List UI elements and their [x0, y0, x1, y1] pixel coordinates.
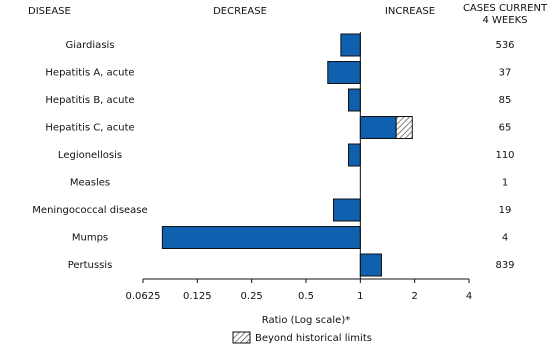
x-tick-label: 4	[466, 291, 472, 302]
bar-beyond-limit	[395, 116, 413, 139]
cases-value: 536	[495, 40, 514, 51]
cases-value: 839	[495, 260, 514, 271]
bar	[359, 116, 397, 139]
bar	[340, 33, 361, 57]
category-label: Legionellosis	[58, 150, 122, 161]
cases-header: CASES CURRENT	[463, 3, 548, 14]
x-tick-label: 0.25	[241, 291, 263, 302]
category-label: Hepatitis B, acute	[45, 95, 134, 106]
bar	[332, 198, 361, 222]
cases-value: 65	[499, 123, 512, 134]
category-label: Meningococcal disease	[32, 205, 147, 216]
cases-value: 1	[502, 178, 508, 189]
cases-value: 19	[499, 205, 512, 216]
cases-value: 85	[499, 95, 512, 106]
cases-value: 110	[495, 150, 514, 161]
cases-header: 4 WEEKS	[483, 15, 528, 26]
x-tick-label: 2	[411, 291, 417, 302]
cases-value: 37	[499, 68, 512, 79]
bar	[348, 143, 361, 167]
x-tick-label: 1	[357, 291, 363, 302]
bar	[161, 226, 361, 249]
category-label: Mumps	[72, 233, 108, 244]
increase-header: INCREASE	[385, 6, 435, 17]
disease-header: DISEASE	[28, 6, 71, 17]
bar	[359, 253, 382, 277]
category-label: Measles	[70, 178, 110, 189]
cases-value: 4	[502, 233, 508, 244]
x-tick-label: 0.5	[298, 291, 314, 302]
category-label: Hepatitis A, acute	[45, 68, 134, 79]
legend-swatch	[232, 331, 251, 344]
category-label: Pertussis	[68, 260, 113, 271]
x-tick-label: 0.0625	[126, 291, 161, 302]
x-axis-label: Ratio (Log scale)*	[262, 315, 350, 326]
bar	[327, 61, 361, 84]
x-tick-label: 0.125	[183, 291, 212, 302]
bar	[348, 88, 361, 112]
legend-label: Beyond historical limits	[255, 333, 372, 344]
category-label: Hepatitis C, acute	[45, 123, 134, 134]
decrease-header: DECREASE	[213, 6, 267, 17]
category-label: Giardiasis	[65, 40, 114, 51]
